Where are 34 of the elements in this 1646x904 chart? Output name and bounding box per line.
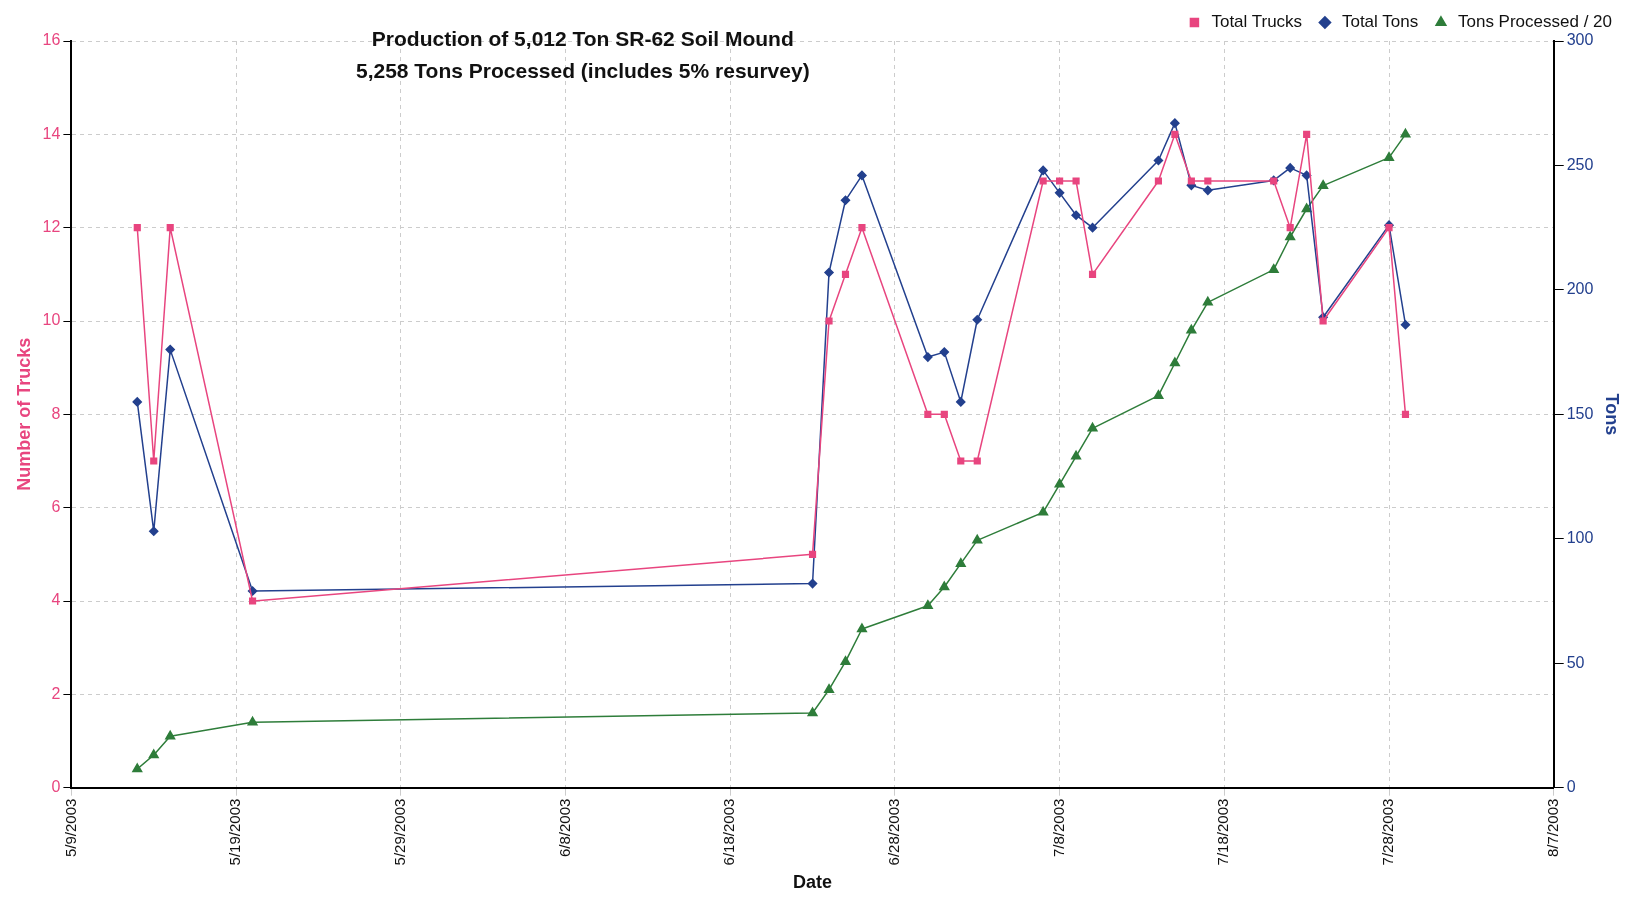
y2-tick-label: 50 [1566, 653, 1585, 671]
legend-label: Tons Processed / 20 [1457, 12, 1612, 32]
x-axis-title: Date [793, 872, 833, 893]
y-tick-label: 10 [42, 311, 61, 329]
y2-tick-label: 100 [1566, 529, 1594, 547]
x-tick-label: 6/28/2003 [885, 798, 903, 866]
text: 5,258 Tons Processed (includes 5% resurvey) [355, 58, 810, 82]
x-tick-label: 5/9/2003 [61, 798, 79, 858]
x-tick-label: 5/29/2003 [390, 798, 408, 866]
x-tick-label: 7/18/2003 [1214, 798, 1232, 866]
y-tick-label: 14 [42, 124, 61, 142]
y2-axis-title: Tons [1602, 393, 1623, 436]
y2-tick-label: 300 [1566, 31, 1594, 49]
y-axis-title: Number of Trucks [13, 337, 34, 491]
x-tick-label: 7/28/2003 [1379, 798, 1397, 866]
y2-tick-label: 150 [1566, 404, 1594, 422]
y-tick-label: 12 [42, 218, 61, 236]
legend-label: Total Tons [1341, 12, 1419, 32]
y2-tick-label: 0 [1566, 778, 1576, 796]
y-tick-label: 2 [51, 684, 61, 702]
y-tick-label: 4 [51, 591, 61, 609]
y-tick-label: 0 [51, 778, 61, 796]
x-tick-label: 5/19/2003 [226, 798, 244, 866]
y-tick-label: 16 [42, 31, 61, 49]
y2-tick-label: 250 [1566, 155, 1594, 173]
legend-label: Total Trucks [1211, 12, 1303, 32]
x-tick-label: 6/18/2003 [720, 798, 738, 866]
x-tick-label: 6/8/2003 [555, 798, 573, 858]
chart-title: Production of 5,012 Ton SR-62 Soil Mound [371, 26, 794, 50]
y2-tick-label: 200 [1566, 280, 1594, 298]
x-tick-label: 7/8/2003 [1049, 798, 1067, 858]
x-tick-label: 8/7/2003 [1543, 798, 1561, 858]
y-tick-label: 6 [51, 498, 61, 516]
y-tick-label: 8 [51, 404, 61, 422]
